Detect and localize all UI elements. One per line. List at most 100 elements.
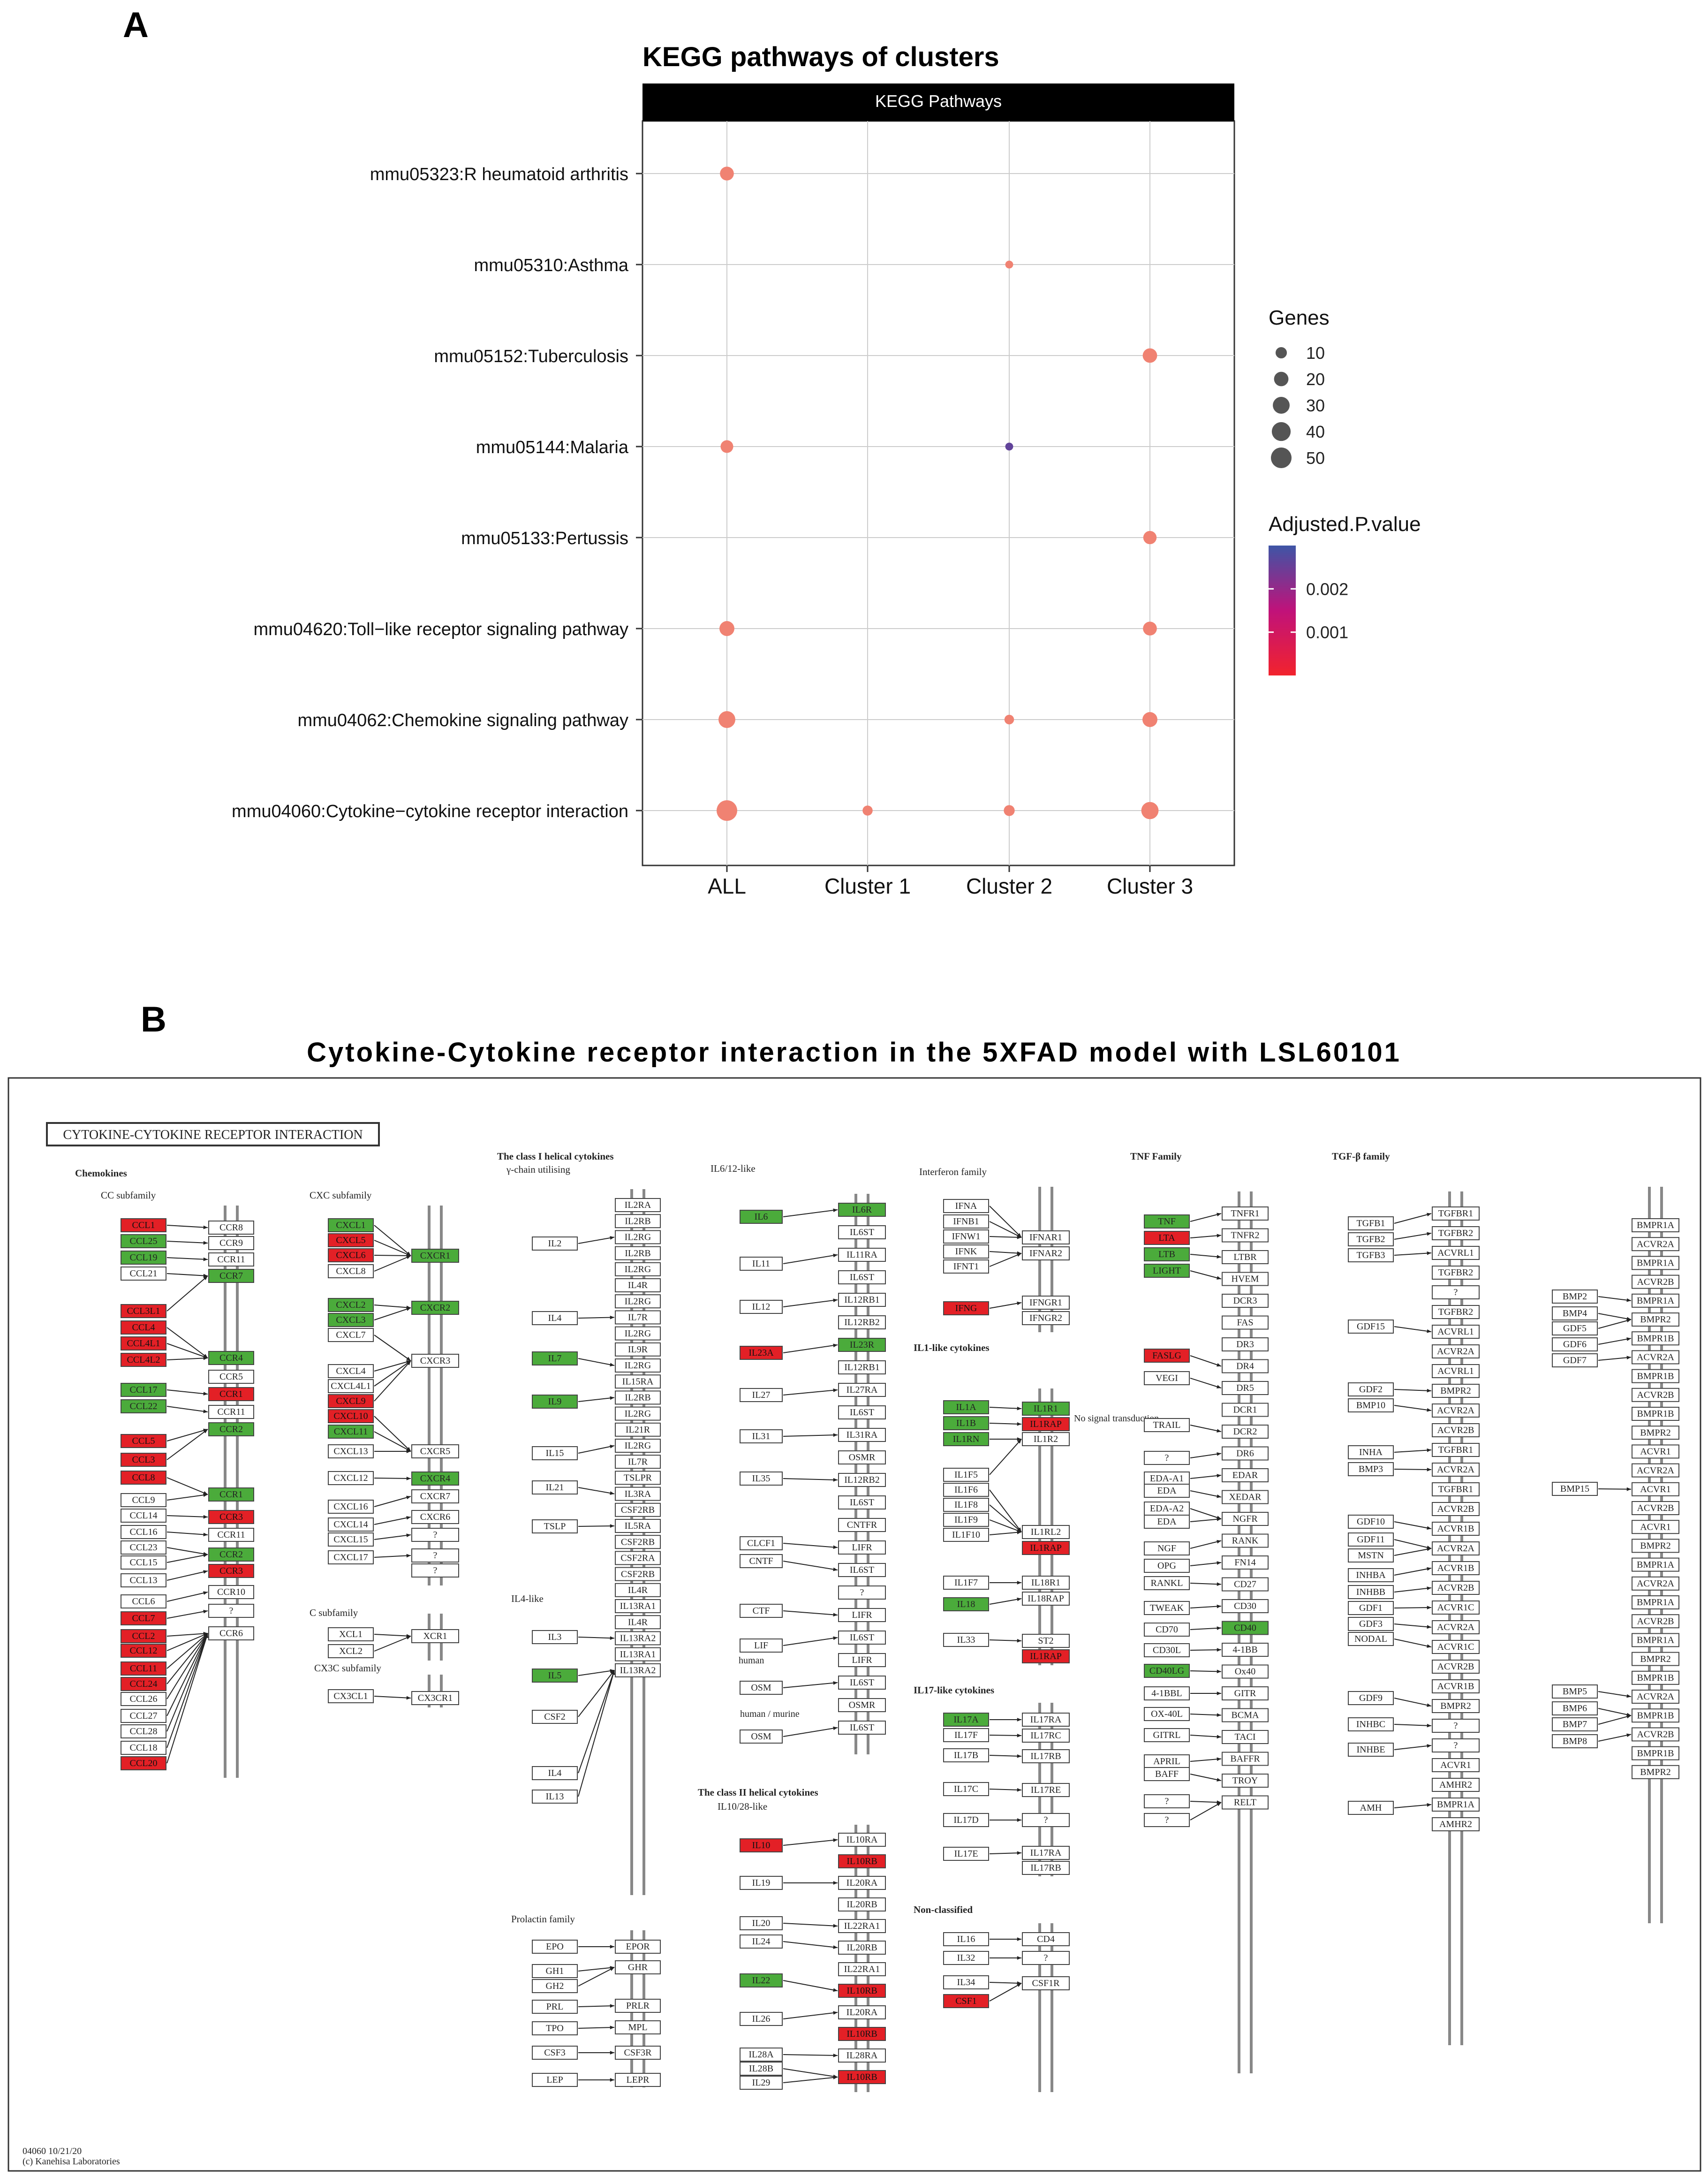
gene-node-label: EDA bbox=[1157, 1517, 1177, 1527]
gene-node bbox=[1022, 1932, 1070, 1946]
arrowhead bbox=[1017, 1235, 1021, 1239]
gene-node-label: IL7R bbox=[628, 1456, 648, 1467]
gene-node-label: BMPR2 bbox=[1640, 1654, 1671, 1664]
gene-node bbox=[121, 1573, 166, 1587]
interaction-arrow bbox=[989, 1789, 1022, 1790]
arrowhead bbox=[833, 1945, 838, 1949]
gene-node-label: IL2RB bbox=[625, 1248, 651, 1259]
gene-node bbox=[740, 1876, 783, 1890]
gene-node-label: EDAR bbox=[1232, 1470, 1258, 1480]
gene-node bbox=[411, 1249, 459, 1263]
gene-node-label: IL1RN bbox=[953, 1434, 980, 1444]
interaction-arrow bbox=[989, 1639, 1022, 1641]
gene-node-label: IL6ST bbox=[850, 1632, 874, 1643]
gene-node bbox=[121, 1304, 166, 1318]
gene-node-label: BMPR1B bbox=[1637, 1333, 1674, 1343]
gene-node-label: CXCR7 bbox=[420, 1491, 450, 1502]
interaction-arrow bbox=[166, 1633, 208, 1684]
gene-node-label: IL3 bbox=[548, 1632, 562, 1642]
section-label: C subfamily bbox=[310, 1607, 358, 1618]
arrowhead bbox=[1217, 1648, 1221, 1652]
gene-node-label: IL35 bbox=[752, 1473, 771, 1484]
gene-node bbox=[532, 1766, 578, 1780]
interaction-arrow bbox=[578, 1670, 615, 1774]
arrowhead bbox=[833, 1726, 838, 1730]
gene-node bbox=[1632, 1520, 1679, 1534]
gene-node bbox=[838, 1203, 886, 1217]
gene-node-label: FASLG bbox=[1152, 1350, 1181, 1361]
gene-node bbox=[1632, 1293, 1679, 1308]
gene-node bbox=[532, 1480, 578, 1494]
gene-node bbox=[615, 2073, 661, 2087]
arrowhead bbox=[833, 1838, 838, 1842]
gene-node bbox=[532, 2046, 578, 2060]
gene-node-label: IL17RC bbox=[1030, 1730, 1061, 1741]
gene-node bbox=[615, 1647, 661, 1661]
interaction-arrow bbox=[1190, 1735, 1222, 1737]
arrowhead bbox=[1217, 1452, 1221, 1456]
gene-node bbox=[1144, 1767, 1190, 1781]
gene-node-label: LIGHT bbox=[1153, 1266, 1181, 1276]
gene-node-label: CCL9 bbox=[132, 1495, 155, 1505]
interaction-arrow bbox=[1394, 1623, 1432, 1628]
gene-node bbox=[1632, 1463, 1679, 1478]
y-tick-label: mmu05133:Pertussis bbox=[461, 529, 628, 548]
gene-node bbox=[121, 1661, 166, 1676]
gene-node bbox=[838, 1383, 886, 1397]
arrowhead bbox=[610, 2004, 614, 2008]
gene-node bbox=[1432, 1246, 1480, 1260]
gene-node-label: CCR5 bbox=[219, 1372, 243, 1382]
gene-node-label: CX3CR1 bbox=[418, 1693, 453, 1703]
gene-node-label: NODAL bbox=[1354, 1634, 1387, 1644]
gene-node-label: GDF9 bbox=[1359, 1693, 1383, 1703]
gene-node bbox=[1552, 1701, 1598, 1715]
gene-node-label: IL4R bbox=[628, 1617, 648, 1627]
interaction-arrow bbox=[989, 1519, 1022, 1532]
gene-node-label: DR6 bbox=[1236, 1449, 1254, 1459]
interaction-arrow bbox=[989, 1755, 1022, 1757]
interaction-arrow bbox=[1190, 1583, 1222, 1585]
interaction-arrow bbox=[989, 1489, 1022, 1532]
interaction-arrow bbox=[989, 1236, 1022, 1238]
gene-node-label: INHBA bbox=[1356, 1570, 1386, 1580]
gene-node-label: IL18R1 bbox=[1031, 1578, 1060, 1588]
gene-node bbox=[838, 2027, 886, 2041]
gene-node-label: IL1F10 bbox=[952, 1530, 980, 1540]
interaction-arrow bbox=[1394, 1469, 1432, 1470]
gene-node-label: IL10RB bbox=[846, 1856, 877, 1866]
gene-node bbox=[1144, 1686, 1190, 1700]
arrowhead bbox=[203, 1493, 208, 1497]
gene-node bbox=[1022, 1311, 1070, 1325]
gene-node-label: IL2 bbox=[548, 1238, 562, 1249]
gene-node-label: CSF2 bbox=[544, 1712, 566, 1722]
gene-node bbox=[1432, 1817, 1480, 1831]
interaction-arrow bbox=[989, 1504, 1022, 1532]
gene-node bbox=[121, 1741, 166, 1755]
interaction-arrow bbox=[783, 2012, 838, 2019]
gene-node bbox=[208, 1422, 254, 1436]
arrowhead bbox=[406, 1357, 411, 1361]
gene-node-label: CD30 bbox=[1234, 1601, 1256, 1611]
interaction-arrow bbox=[1394, 1548, 1432, 1556]
interaction-arrow bbox=[578, 1670, 615, 1797]
arrowhead bbox=[203, 1241, 208, 1245]
gene-node bbox=[1022, 1541, 1070, 1555]
gene-node-label: IL1RL2 bbox=[1031, 1527, 1061, 1537]
gene-node bbox=[943, 1244, 989, 1259]
gene-node bbox=[121, 1509, 166, 1523]
gene-node-label: IL13 bbox=[546, 1791, 564, 1802]
gene-node-label: ? bbox=[1454, 1740, 1458, 1751]
gene-node-label: OX-40L bbox=[1151, 1709, 1183, 1719]
gene-node bbox=[838, 1360, 886, 1374]
gene-node bbox=[1348, 1568, 1394, 1582]
gene-node-label: CXCL12 bbox=[333, 1473, 368, 1483]
gene-node-label: PRLR bbox=[626, 2001, 650, 2011]
interaction-arrow bbox=[374, 1307, 411, 1320]
gene-node-label: CCR7 bbox=[219, 1271, 243, 1281]
x-tick-label: Cluster 3 bbox=[1107, 874, 1193, 898]
arrowhead bbox=[1427, 1703, 1431, 1707]
interaction-arrow bbox=[166, 1257, 208, 1260]
gene-node bbox=[121, 1399, 166, 1413]
gene-node-label: IFNGR2 bbox=[1029, 1313, 1062, 1323]
gene-node bbox=[532, 1710, 578, 1724]
